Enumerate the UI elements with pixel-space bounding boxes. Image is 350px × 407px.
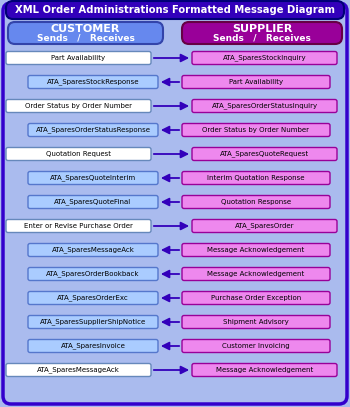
Text: ATA_SparesOrderStatusResponse: ATA_SparesOrderStatusResponse <box>35 127 150 133</box>
FancyBboxPatch shape <box>182 267 330 280</box>
FancyBboxPatch shape <box>28 171 158 184</box>
FancyBboxPatch shape <box>192 363 337 376</box>
Text: Order Status by Order Number: Order Status by Order Number <box>203 127 309 133</box>
FancyBboxPatch shape <box>182 195 330 208</box>
FancyBboxPatch shape <box>192 219 337 232</box>
FancyBboxPatch shape <box>3 3 347 404</box>
Text: ATA_SparesMessageAck: ATA_SparesMessageAck <box>51 247 134 254</box>
FancyBboxPatch shape <box>28 123 158 136</box>
Text: Interim Quotation Response: Interim Quotation Response <box>207 175 305 181</box>
FancyBboxPatch shape <box>182 22 342 44</box>
FancyBboxPatch shape <box>28 339 158 352</box>
FancyBboxPatch shape <box>182 243 330 256</box>
FancyBboxPatch shape <box>28 195 158 208</box>
FancyBboxPatch shape <box>6 52 151 64</box>
Text: Part Availability: Part Availability <box>229 79 283 85</box>
Text: XML Order Administrations Formatted Message Diagram: XML Order Administrations Formatted Mess… <box>15 5 335 15</box>
Text: Part Availability: Part Availability <box>51 55 106 61</box>
FancyBboxPatch shape <box>6 99 151 112</box>
Text: ATA_SparesOrderExc: ATA_SparesOrderExc <box>57 295 129 301</box>
Text: CUSTOMER: CUSTOMER <box>51 24 120 34</box>
FancyBboxPatch shape <box>6 219 151 232</box>
Text: Message Acknowledgement: Message Acknowledgement <box>207 247 304 253</box>
Text: ATA_SparesOrderBookback: ATA_SparesOrderBookback <box>46 271 140 278</box>
FancyBboxPatch shape <box>182 315 330 328</box>
Text: ATA_SparesQuoteFinal: ATA_SparesQuoteFinal <box>54 199 132 206</box>
Text: Purchase Order Exception: Purchase Order Exception <box>211 295 301 301</box>
Text: SUPPLIER: SUPPLIER <box>232 24 292 34</box>
FancyBboxPatch shape <box>182 171 330 184</box>
FancyBboxPatch shape <box>182 339 330 352</box>
FancyBboxPatch shape <box>28 315 158 328</box>
Text: Quotation Request: Quotation Request <box>46 151 111 157</box>
Text: ATA_SparesMessageAck: ATA_SparesMessageAck <box>37 367 120 373</box>
Text: Quotation Response: Quotation Response <box>221 199 291 205</box>
FancyBboxPatch shape <box>6 147 151 160</box>
Text: ATA_SparesOrder: ATA_SparesOrder <box>235 223 294 230</box>
Text: ATA_SparesSupplierShipNotice: ATA_SparesSupplierShipNotice <box>40 319 146 325</box>
FancyBboxPatch shape <box>6 363 151 376</box>
FancyBboxPatch shape <box>8 22 163 44</box>
Text: ATA_SparesStockResponse: ATA_SparesStockResponse <box>47 79 139 85</box>
FancyBboxPatch shape <box>28 243 158 256</box>
Text: Message Acknowledgement: Message Acknowledgement <box>216 367 313 373</box>
Text: ATA_SparesStockInquiry: ATA_SparesStockInquiry <box>223 55 306 61</box>
Text: Order Status by Order Number: Order Status by Order Number <box>25 103 132 109</box>
FancyBboxPatch shape <box>182 76 330 88</box>
FancyBboxPatch shape <box>28 291 158 304</box>
Text: ATA_SparesOrderStatusInquiry: ATA_SparesOrderStatusInquiry <box>211 103 317 109</box>
Text: Sends   /   Receives: Sends / Receives <box>36 33 134 42</box>
Text: Message Acknowledgement: Message Acknowledgement <box>207 271 304 277</box>
Text: Shipment Advisory: Shipment Advisory <box>223 319 289 325</box>
Text: ATA_SparesQuoteRequest: ATA_SparesQuoteRequest <box>220 151 309 158</box>
FancyBboxPatch shape <box>6 1 344 19</box>
FancyBboxPatch shape <box>192 147 337 160</box>
FancyBboxPatch shape <box>182 123 330 136</box>
FancyBboxPatch shape <box>28 76 158 88</box>
FancyBboxPatch shape <box>28 267 158 280</box>
Text: Sends   /   Receives: Sends / Receives <box>213 33 311 42</box>
Text: ATA_SparesQuoteInterim: ATA_SparesQuoteInterim <box>50 175 136 182</box>
Text: Enter or Revise Purchase Order: Enter or Revise Purchase Order <box>24 223 133 229</box>
FancyBboxPatch shape <box>192 99 337 112</box>
FancyBboxPatch shape <box>182 291 330 304</box>
Text: ATA_SparesInvoice: ATA_SparesInvoice <box>61 343 125 349</box>
FancyBboxPatch shape <box>192 52 337 64</box>
Text: Customer Invoicing: Customer Invoicing <box>222 343 290 349</box>
